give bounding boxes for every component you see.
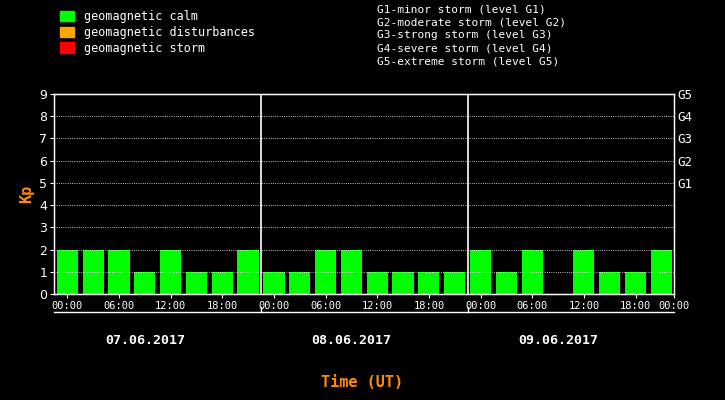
Text: Time (UT): Time (UT): [321, 375, 404, 390]
Bar: [521, 250, 543, 294]
Bar: [83, 250, 104, 294]
Text: 07.06.2017: 07.06.2017: [105, 334, 185, 347]
Bar: [57, 250, 78, 294]
Bar: [238, 250, 259, 294]
Bar: [573, 250, 594, 294]
Bar: [444, 272, 465, 294]
Bar: [108, 250, 130, 294]
Bar: [160, 250, 181, 294]
Bar: [496, 272, 517, 294]
Bar: [367, 272, 388, 294]
Y-axis label: Kp: Kp: [19, 185, 34, 203]
Bar: [341, 250, 362, 294]
Bar: [599, 272, 621, 294]
Bar: [315, 250, 336, 294]
Bar: [186, 272, 207, 294]
Bar: [651, 250, 672, 294]
Legend: geomagnetic calm, geomagnetic disturbances, geomagnetic storm: geomagnetic calm, geomagnetic disturbanc…: [60, 10, 255, 55]
Bar: [625, 272, 646, 294]
Bar: [134, 272, 155, 294]
Bar: [470, 250, 491, 294]
Text: 09.06.2017: 09.06.2017: [518, 334, 598, 347]
Bar: [289, 272, 310, 294]
Bar: [418, 272, 439, 294]
Bar: [212, 272, 233, 294]
Bar: [392, 272, 414, 294]
Bar: [263, 272, 284, 294]
Text: 08.06.2017: 08.06.2017: [312, 334, 392, 347]
Text: G1-minor storm (level G1)
G2-moderate storm (level G2)
G3-strong storm (level G3: G1-minor storm (level G1) G2-moderate st…: [377, 4, 566, 67]
